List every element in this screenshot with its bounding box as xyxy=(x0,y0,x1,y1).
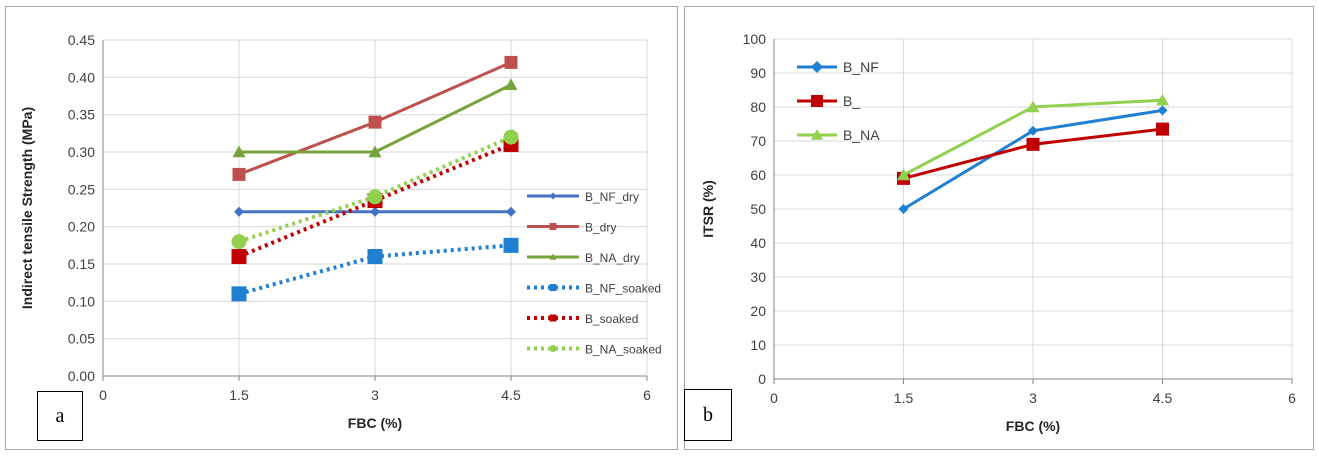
data-point xyxy=(503,237,519,253)
legend-item: B_NA_dry xyxy=(527,251,640,265)
data-point xyxy=(234,206,244,217)
y-tick-label: 0.20 xyxy=(68,219,95,235)
x-axis-title: FBC (%) xyxy=(1006,418,1060,434)
y-tick-label: 40 xyxy=(750,235,766,251)
data-point xyxy=(1028,125,1038,136)
y-tick-label: 0.45 xyxy=(68,32,95,48)
data-point xyxy=(367,189,383,205)
data-point xyxy=(368,145,382,158)
x-tick-label: 6 xyxy=(1288,390,1296,406)
y-tick-label: 0 xyxy=(758,371,766,387)
x-tick-label: 4.5 xyxy=(501,387,521,403)
data-point xyxy=(1156,93,1169,106)
y-tick-label: 60 xyxy=(750,167,766,183)
data-point xyxy=(504,78,518,90)
y-tick-label: 80 xyxy=(750,99,766,115)
data-point xyxy=(231,286,247,302)
y-tick-label: 100 xyxy=(743,31,767,47)
legend-label: B_NA_dry xyxy=(585,251,640,265)
y-tick-label: 0.30 xyxy=(68,144,95,160)
legend-item: B_NF_soaked xyxy=(527,282,661,296)
legend-marker xyxy=(549,223,557,230)
legend-label: B_NF xyxy=(843,59,879,75)
y-tick-label: 0.25 xyxy=(68,181,95,197)
legend-marker xyxy=(549,192,557,200)
y-axis-title: Indirect tensile Strength (MPa) xyxy=(19,107,35,309)
series-b-nf-dry xyxy=(234,206,516,217)
legend-item: B_ xyxy=(797,93,860,109)
y-axis-title: ITSR (%) xyxy=(700,180,716,238)
legend-marker xyxy=(811,61,823,73)
legend-label: B_NA_soaked xyxy=(585,343,662,357)
data-point xyxy=(367,249,383,265)
series-b-nf-soaked xyxy=(231,237,519,302)
y-tick-label: 30 xyxy=(750,269,766,285)
legend-item: B_NA xyxy=(797,127,880,143)
chart-panel-a: 0.00 0.05 0.10 0.15 0.20 0.25 0.30 0.35 0.40 0.45… xyxy=(5,6,678,450)
x-tick-label: 3 xyxy=(1029,390,1037,406)
series-b-na-dry xyxy=(232,78,518,158)
y-tick-label: 0.00 xyxy=(68,368,95,384)
panel-label-a: a xyxy=(37,391,83,441)
series-b-na-soaked xyxy=(231,129,519,250)
series-b-dry xyxy=(232,55,518,181)
data-point xyxy=(1157,105,1168,116)
series-b-nf xyxy=(898,105,1168,214)
y-tick-label: 10 xyxy=(750,337,766,353)
panel-label-b: b xyxy=(684,389,732,441)
legend-label: B_NF_soaked xyxy=(585,282,661,296)
x-tick-label: 3 xyxy=(371,387,379,403)
legend-label: B_NA xyxy=(843,127,880,143)
y-tick-label: 50 xyxy=(750,201,766,217)
data-point xyxy=(504,55,518,69)
legend-marker xyxy=(549,253,557,260)
data-point xyxy=(370,206,380,217)
legend-marker xyxy=(811,129,823,140)
x-axis-title: FBC (%) xyxy=(348,415,402,431)
legend-label: B_soaked xyxy=(585,312,638,326)
y-tick-label: 70 xyxy=(750,133,766,149)
data-point xyxy=(898,204,909,214)
legend-marker xyxy=(811,95,823,107)
legend-item: B_NF xyxy=(797,59,879,75)
data-point xyxy=(231,234,247,250)
x-tick-label: 0 xyxy=(99,387,107,403)
legend-marker xyxy=(549,284,557,291)
data-point xyxy=(232,145,246,158)
legend-item: B_soaked xyxy=(527,312,638,326)
y-tick-label: 0.05 xyxy=(68,331,95,347)
x-tick-label: 1.5 xyxy=(229,387,249,403)
y-tick-label: 0.10 xyxy=(68,293,95,309)
legend-marker xyxy=(549,314,557,322)
legend-marker xyxy=(549,345,557,352)
legend-item: B_NA_soaked xyxy=(527,343,662,357)
y-tick-label: 90 xyxy=(750,65,766,81)
data-point xyxy=(368,115,382,129)
data-point xyxy=(1026,100,1040,113)
data-point xyxy=(1026,137,1040,151)
data-point xyxy=(503,129,519,145)
series-b-na xyxy=(897,93,1169,181)
y-tick-label: 0.40 xyxy=(68,69,95,85)
x-tick-label: 4.5 xyxy=(1153,390,1173,406)
legend-label: B_dry xyxy=(585,221,616,235)
legend-label: B_ xyxy=(843,93,860,109)
x-tick-label: 0 xyxy=(770,390,778,406)
data-point xyxy=(232,167,246,181)
legend-item: B_NF_dry xyxy=(527,190,639,204)
y-tick-label: 0.35 xyxy=(68,107,95,123)
y-tick-label: 20 xyxy=(750,303,766,319)
y-tick-label: 0.15 xyxy=(68,256,95,272)
data-point xyxy=(1156,122,1169,136)
legend-label: B_NF_dry xyxy=(585,190,639,204)
chart-a-svg: 0.00 0.05 0.10 0.15 0.20 0.25 0.30 0.35 0.40 0.45… xyxy=(19,32,662,431)
data-point xyxy=(506,206,516,217)
x-tick-label: 1.5 xyxy=(894,390,914,406)
data-point xyxy=(231,249,247,265)
chart-b-svg: 0 10 20 30 40 50 60 70 80 90 100 0 1.5 3 4.5 6 FBC (%) IT… xyxy=(700,31,1296,434)
legend-item: B_dry xyxy=(527,221,616,235)
data-point xyxy=(897,168,910,181)
x-tick-label: 6 xyxy=(643,387,651,403)
chart-panel-b: 0 10 20 30 40 50 60 70 80 90 100 0 1.5 3 4.5 6 FBC (%) IT… xyxy=(684,6,1314,450)
